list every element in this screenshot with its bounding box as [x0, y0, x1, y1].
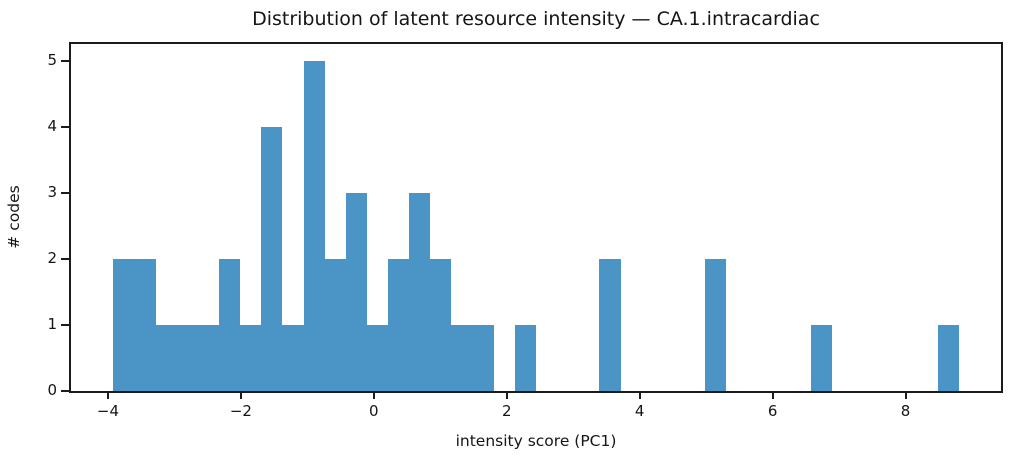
histogram-bar: [304, 61, 325, 391]
x-tick-mark: [373, 391, 375, 399]
x-tick-mark: [905, 391, 907, 399]
x-tick-label: 6: [767, 402, 778, 420]
histogram-bar: [346, 193, 367, 391]
x-tick-label: −2: [229, 402, 252, 420]
histogram-bar: [409, 193, 430, 391]
histogram-bar: [388, 259, 409, 391]
y-tick-mark: [61, 258, 69, 260]
histogram-bar: [599, 259, 621, 391]
histogram-bar: [811, 325, 832, 391]
x-tick-mark: [506, 391, 508, 399]
x-tick-mark: [772, 391, 774, 399]
x-tick-label: −4: [96, 402, 120, 420]
x-tick-label: 4: [634, 402, 645, 420]
y-tick-mark: [61, 60, 69, 62]
histogram-bar: [282, 325, 304, 391]
x-tick-label: 0: [369, 402, 379, 420]
plot-area: [69, 42, 1003, 393]
histogram-bar: [198, 325, 219, 391]
histogram-bar: [473, 325, 494, 391]
y-tick-label: 3: [47, 183, 57, 201]
histogram-bar: [451, 325, 473, 391]
x-tick-label: 8: [900, 402, 911, 420]
x-axis-label: intensity score (PC1): [455, 432, 617, 450]
x-tick-label: 2: [501, 402, 512, 420]
y-tick-mark: [61, 126, 69, 128]
x-tick-mark: [639, 391, 641, 399]
chart-title: Distribution of latent resource intensit…: [252, 8, 820, 30]
histogram-bar: [240, 325, 261, 391]
histogram-bar: [113, 259, 134, 391]
histogram-bar: [261, 127, 282, 391]
histogram-bar: [515, 325, 536, 391]
histogram-bar: [134, 259, 156, 391]
histogram-bar: [325, 259, 346, 391]
x-tick-mark: [107, 391, 109, 399]
x-tick-mark: [240, 391, 242, 399]
y-tick-label: 2: [47, 249, 57, 267]
y-tick-mark: [61, 324, 69, 326]
histogram-bar: [156, 325, 177, 391]
histogram-bar: [938, 325, 959, 391]
histogram-bar: [367, 325, 388, 391]
histogram-bar: [177, 325, 198, 391]
y-tick-label: 5: [47, 51, 57, 69]
histogram-bar: [430, 259, 451, 391]
y-tick-mark: [61, 192, 69, 194]
histogram-bar: [219, 259, 240, 391]
y-tick-label: 0: [47, 381, 57, 399]
y-tick-label: 1: [47, 315, 57, 333]
y-tick-label: 4: [47, 117, 57, 135]
histogram-bar: [705, 259, 726, 391]
y-tick-mark: [61, 390, 69, 392]
